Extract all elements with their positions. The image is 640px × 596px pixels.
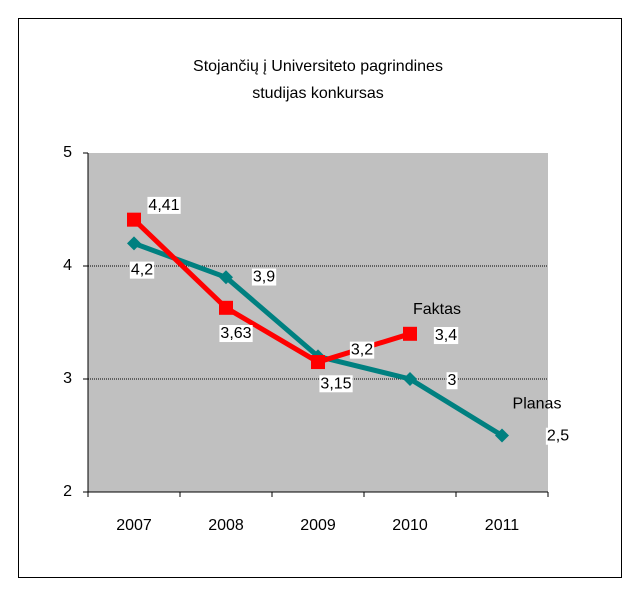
data-label: 3,15 [320, 375, 351, 392]
y-tick-label: 4 [63, 257, 72, 274]
x-tick-label: 2007 [116, 517, 152, 534]
y-tick-label: 5 [63, 144, 72, 161]
data-label-bg [129, 261, 155, 279]
data-label: 3,2 [351, 342, 373, 359]
marker [495, 428, 509, 443]
marker [127, 236, 141, 251]
data-label: 4,41 [148, 197, 179, 214]
marker [127, 212, 141, 227]
series-name: Planas [513, 396, 562, 413]
marker [403, 372, 417, 386]
data-label-bg [433, 327, 459, 345]
data-label-bg [349, 341, 375, 359]
y-tick-label: 2 [63, 483, 72, 500]
data-label-bg [219, 325, 253, 343]
data-label-bg [147, 196, 181, 214]
marker [311, 355, 325, 370]
data-label-bg [545, 427, 571, 445]
data-label: 4,2 [131, 262, 153, 279]
series-name: Faktas [413, 301, 461, 318]
data-label: 2,5 [547, 428, 569, 445]
data-label-bg [251, 268, 277, 286]
x-tick-label: 2011 [485, 517, 520, 534]
x-tick-label: 2010 [392, 517, 428, 534]
data-label: 3,63 [220, 325, 251, 342]
data-label: 3,4 [435, 327, 457, 344]
data-label: 3 [448, 372, 457, 389]
data-label-bg [319, 375, 353, 393]
chart-title: studijas konkursas [252, 85, 384, 102]
x-tick-label: 2008 [208, 517, 244, 534]
chart-title: Stojančių į Universiteto pagrindines [193, 58, 443, 75]
y-tick-label: 3 [63, 370, 72, 387]
marker [219, 300, 233, 315]
marker [219, 270, 233, 285]
data-label: 3,9 [253, 269, 275, 286]
marker [403, 326, 417, 341]
data-label-bg [446, 372, 458, 390]
x-tick-label: 2009 [300, 517, 336, 534]
